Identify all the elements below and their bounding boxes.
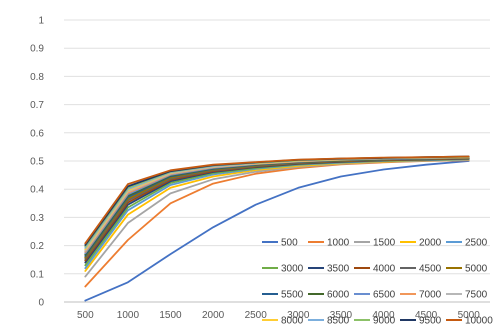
- legend-label: 2500: [465, 238, 488, 249]
- legend-label: 2000: [419, 238, 442, 249]
- gridlines: [64, 19, 490, 275]
- legend-label: 4000: [373, 264, 396, 275]
- legend-label: 6000: [327, 290, 350, 301]
- legend-label: 6500: [373, 290, 396, 301]
- series-line-4500: [84, 157, 470, 260]
- series-lines: [84, 155, 470, 302]
- legend-label: 500: [281, 238, 298, 249]
- legend-label: 1000: [327, 238, 350, 249]
- y-tick-label: 1: [38, 16, 44, 27]
- legend-label: 5000: [465, 264, 488, 275]
- legend-label: 7500: [465, 290, 488, 301]
- series-line-1500: [84, 158, 470, 278]
- x-tick-label: 2000: [202, 310, 225, 321]
- y-tick-label: 0.2: [30, 241, 44, 252]
- series-line-2500: [84, 158, 470, 270]
- y-tick-label: 0.3: [30, 213, 44, 224]
- x-tick-label: 4500: [415, 310, 438, 321]
- y-tick-label: 0.5: [30, 157, 44, 168]
- legend-label: 3000: [281, 264, 304, 275]
- y-tick-label: 0.9: [30, 44, 44, 55]
- legend-label: 1500: [373, 238, 396, 249]
- series-line-500: [84, 160, 470, 302]
- y-tick-label: 0.4: [30, 185, 44, 196]
- x-tick-label: 5000: [458, 310, 481, 321]
- x-tick-label: 3000: [287, 310, 310, 321]
- y-tick-label: 0.8: [30, 72, 44, 83]
- legend-label: 4500: [419, 264, 442, 275]
- x-tick-label: 3500: [330, 310, 353, 321]
- x-tick-label: 1500: [159, 310, 182, 321]
- legend-label: 9000: [373, 316, 396, 327]
- y-tick-label: 0.7: [30, 100, 44, 111]
- legend-label: 9500: [419, 316, 442, 327]
- y-tick-label: 0.1: [30, 269, 44, 280]
- series-line-3500: [84, 157, 470, 264]
- series-line-2000: [84, 158, 470, 272]
- y-tick-label: 0.6: [30, 128, 44, 139]
- series-line-10000: [84, 155, 470, 245]
- legend-label: 8500: [327, 316, 350, 327]
- y-tick-label: 0: [38, 298, 44, 309]
- x-tick-label: 1000: [117, 310, 140, 321]
- legend-label: 5500: [281, 290, 304, 301]
- x-tick-label: 4000: [372, 310, 395, 321]
- legend-label: 3500: [327, 264, 350, 275]
- legend: 500 1000 1500 2000 2500 3000 3500 4000 4500 5000 5…: [262, 238, 493, 327]
- legend-label: 7000: [419, 290, 442, 301]
- x-tick-label: 2500: [245, 310, 268, 321]
- legend-label: 10000: [465, 316, 493, 327]
- x-tick-label: 500: [77, 310, 94, 321]
- legend-label: 8000: [281, 316, 304, 327]
